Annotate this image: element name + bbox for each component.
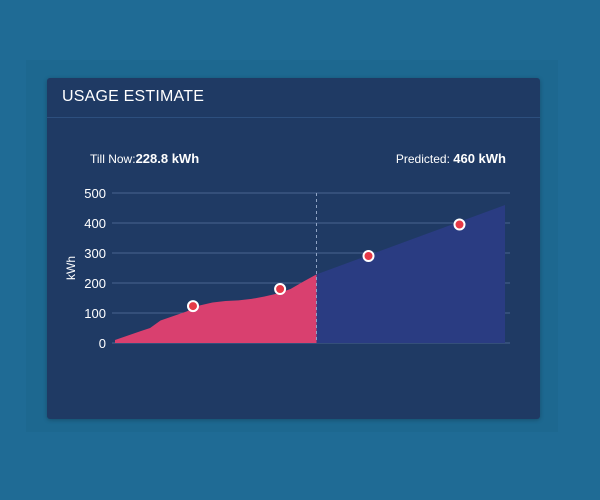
y-tick-label: 300	[84, 246, 106, 261]
y-axis-ticks: 0 100 200 300 400 500	[84, 186, 106, 351]
predicted-stat: Predicted: 460 kWh	[396, 151, 506, 166]
card-title: USAGE ESTIMATE	[62, 88, 205, 105]
y-tick-label: 400	[84, 216, 106, 231]
predicted-value: 460 kWh	[453, 151, 506, 166]
predicted-label: Predicted:	[395, 152, 450, 166]
y-tick-label: 500	[84, 186, 106, 201]
actual-area	[115, 274, 317, 343]
y-tick-label: 100	[84, 306, 106, 321]
y-tick-label: 0	[99, 336, 106, 351]
data-markers	[187, 218, 466, 313]
data-point-marker[interactable]	[274, 283, 287, 295]
card-header: USAGE ESTIMATE	[47, 78, 540, 118]
y-axis-label: kWh	[64, 256, 78, 280]
till-now-label: Till Now:	[90, 152, 136, 166]
till-now-stat: Till Now:228.8 kWh	[90, 151, 199, 166]
data-point-marker[interactable]	[187, 300, 199, 313]
data-point-marker[interactable]	[453, 218, 466, 231]
y-tick-label: 200	[84, 276, 106, 291]
till-now-value: 228.8 kWh	[135, 151, 200, 166]
data-point-marker[interactable]	[362, 250, 375, 262]
predicted-area	[316, 205, 505, 343]
